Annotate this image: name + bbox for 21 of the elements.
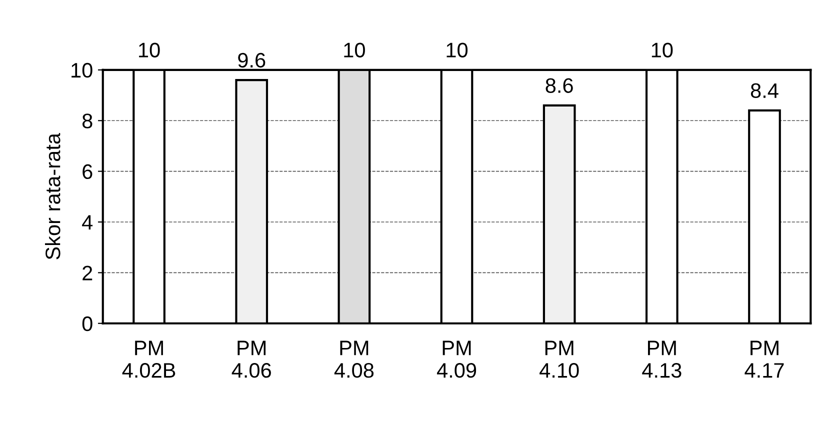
x-tick-label: PM 4.13 bbox=[642, 340, 682, 378]
x-tick-label: PM 4.08 bbox=[334, 340, 374, 378]
data-label: 8.6 bbox=[546, 78, 573, 93]
y-tick-label: 4 bbox=[82, 215, 93, 230]
x-tick-label: PM 4.06 bbox=[232, 340, 271, 378]
data-label: 10 bbox=[139, 42, 160, 58]
y-axis-title: Skor rata-rata bbox=[45, 132, 60, 260]
x-tick-label: PM 4.09 bbox=[436, 340, 476, 378]
data-label: 10 bbox=[652, 42, 673, 58]
data-label: 8.4 bbox=[750, 83, 778, 98]
y-tick-label: 8 bbox=[82, 114, 92, 128]
y-tick-label: 0 bbox=[82, 316, 92, 332]
data-label: 9.6 bbox=[238, 52, 266, 68]
y-tick-label: 2 bbox=[82, 266, 92, 280]
y-tick-label: 6 bbox=[82, 164, 92, 180]
x-tick-label: PM 4.17 bbox=[744, 340, 784, 378]
x-tick-label: PM 4.02B bbox=[122, 340, 176, 378]
y-tick-label: 10 bbox=[72, 62, 92, 78]
data-label: 10 bbox=[344, 42, 365, 58]
x-tick-label: PM 4.10 bbox=[540, 340, 579, 378]
data-label: 10 bbox=[446, 42, 468, 58]
